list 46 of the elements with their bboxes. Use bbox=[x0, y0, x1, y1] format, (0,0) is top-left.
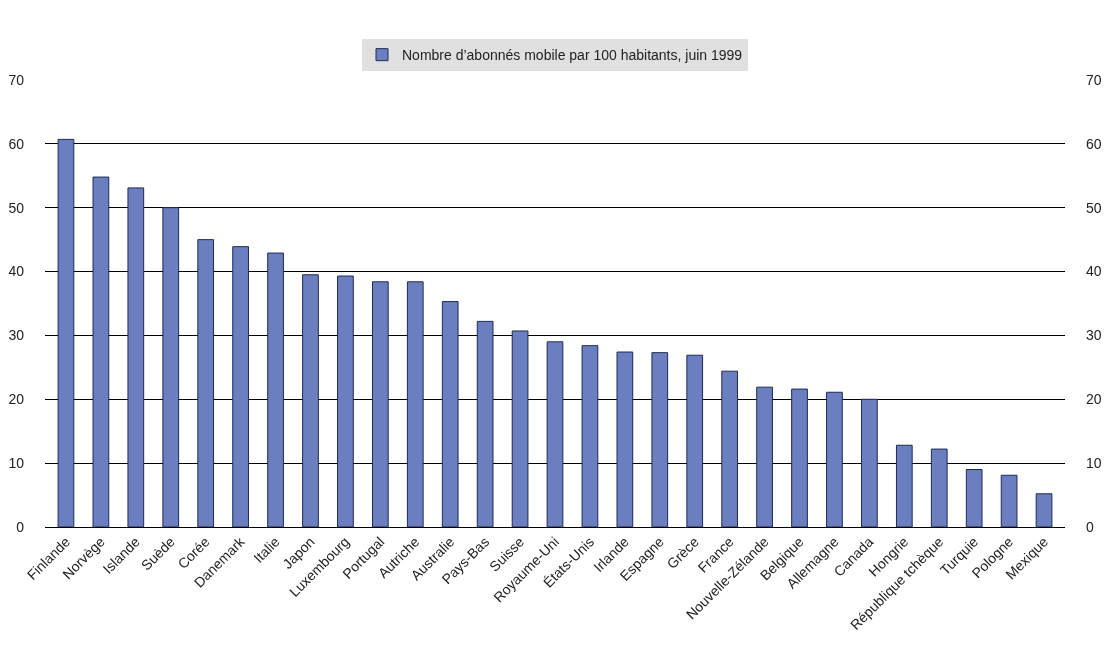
bar bbox=[965, 469, 983, 527]
bar bbox=[57, 138, 75, 527]
bar bbox=[197, 239, 215, 527]
y2-tick-label: 50 bbox=[1086, 199, 1102, 216]
bar bbox=[92, 176, 110, 527]
y2-tick-label: 20 bbox=[1086, 391, 1102, 408]
y-tick-label: 0 bbox=[16, 518, 25, 535]
bar bbox=[581, 345, 599, 527]
legend-label: Nombre d’abonnés mobile par 100 habitants, juin 1999 bbox=[402, 47, 743, 64]
y-tick-label: 50 bbox=[8, 199, 25, 216]
y-tick-label: 70 bbox=[8, 71, 25, 88]
bar bbox=[616, 351, 634, 527]
bar bbox=[337, 275, 354, 527]
y-tick-label: 20 bbox=[8, 391, 25, 408]
bar bbox=[721, 370, 739, 527]
bar bbox=[406, 281, 424, 527]
bar bbox=[895, 444, 913, 527]
bar bbox=[162, 207, 180, 527]
bar bbox=[1035, 493, 1053, 527]
bar bbox=[127, 187, 145, 527]
bar bbox=[441, 301, 459, 527]
y-tick-label: 30 bbox=[8, 327, 25, 344]
bar bbox=[476, 320, 494, 527]
bar bbox=[861, 398, 878, 527]
y2-tick-label: 10 bbox=[1086, 455, 1102, 472]
y-tick-label: 40 bbox=[8, 263, 25, 280]
bar bbox=[930, 448, 948, 527]
bar bbox=[756, 386, 773, 527]
y-tick-label: 10 bbox=[8, 455, 25, 472]
bar bbox=[686, 354, 704, 527]
y2-tick-label: 70 bbox=[1086, 71, 1102, 88]
bar bbox=[511, 330, 529, 527]
bar bbox=[1000, 474, 1018, 527]
y2-tick-label: 30 bbox=[1086, 327, 1102, 344]
bar bbox=[371, 281, 389, 527]
bar bbox=[791, 388, 808, 527]
bar bbox=[651, 352, 669, 527]
y2-tick-label: 0 bbox=[1086, 518, 1094, 535]
bar bbox=[267, 252, 284, 527]
y-tick-label: 60 bbox=[8, 135, 25, 152]
y2-tick-label: 60 bbox=[1086, 135, 1102, 152]
y2-tick-label: 40 bbox=[1086, 263, 1102, 280]
bar bbox=[826, 391, 843, 527]
bar bbox=[546, 341, 564, 527]
bar bbox=[232, 246, 249, 527]
bar bbox=[302, 274, 319, 527]
